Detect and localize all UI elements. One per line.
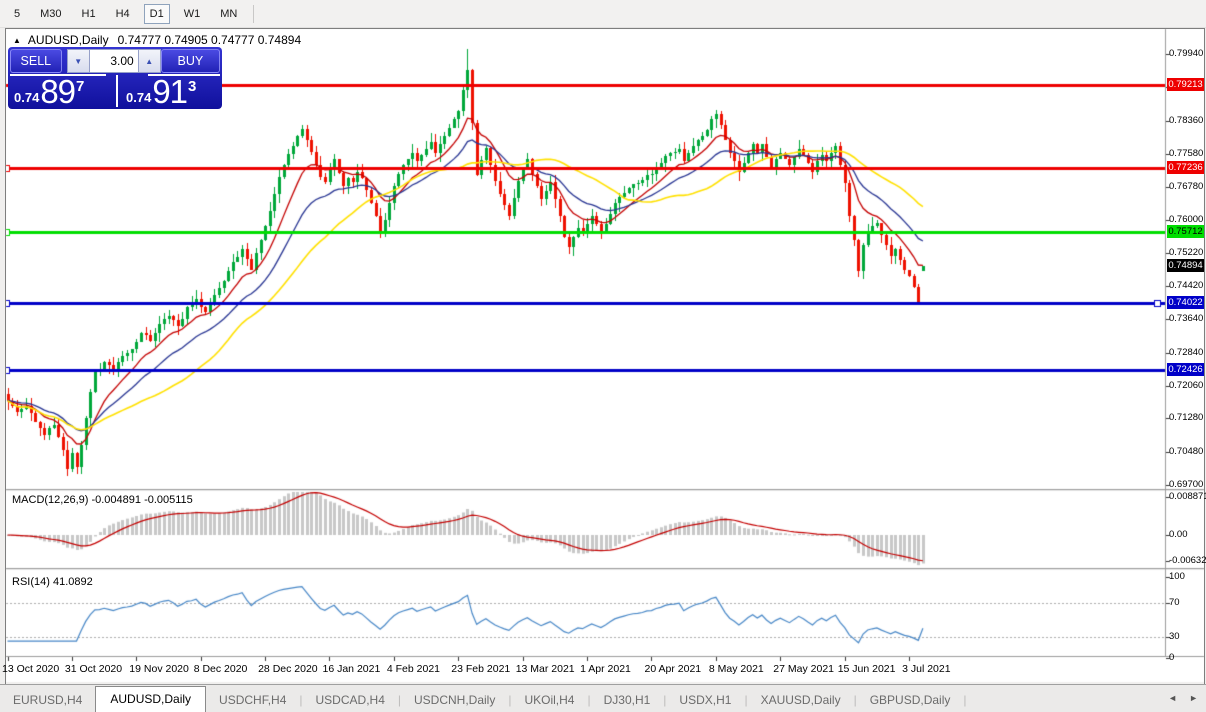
volume-spinner: ▼ 3.00 ▲ [66, 49, 161, 73]
chart-title-row: ▲ AUDUSD,Daily 0.74777 0.74905 0.74777 0… [13, 33, 301, 47]
buy-button[interactable]: BUY [160, 49, 220, 73]
buy-underline [148, 74, 220, 76]
collapse-panel-arrow[interactable]: ▲ [13, 35, 21, 45]
y-axis-price-label: 0.70480 [1169, 445, 1204, 457]
tab-usdchf-h4[interactable]: USDCHF,H4 [219, 693, 287, 707]
rsi-axis-label: 0 [1169, 652, 1175, 663]
y-axis-price-label: 0.78360 [1169, 114, 1204, 126]
chart-ohlc-values: 0.74777 0.74905 0.74777 0.74894 [117, 33, 302, 47]
tab-ukoil-h4[interactable]: UKOil,H4 [524, 693, 575, 707]
sell-price-big: 89 [40, 73, 76, 110]
x-axis-date-label: 8 May 2021 [708, 663, 764, 675]
tab-separator: | [397, 693, 401, 707]
y-axis-price-label: 0.79940 [1169, 48, 1204, 60]
timeframe-button-d1[interactable]: D1 [143, 3, 170, 24]
tab-gbpusd-daily[interactable]: GBPUSD,Daily [869, 693, 951, 707]
tab-dj30-h1[interactable]: DJ30,H1 [603, 693, 651, 707]
current-price-badge: 0.74894 [1167, 259, 1204, 273]
y-axis-price-label: 0.75220 [1169, 246, 1204, 258]
x-axis-date-label: 23 Feb 2021 [451, 663, 511, 675]
x-axis-date-label: 13 Mar 2021 [515, 663, 575, 675]
timeframe-button-w1[interactable]: W1 [183, 7, 201, 20]
macd-indicator-label: MACD(12,26,9) -0.004891 -0.005115 [12, 494, 193, 506]
level-price-badge: 0.75712 [1167, 225, 1204, 239]
tab-separator: | [587, 693, 591, 707]
level-price-badge: 0.74022 [1167, 296, 1204, 310]
volume-input[interactable]: 3.00 [89, 49, 138, 73]
tab-separator: | [744, 693, 748, 707]
level-price-badge: 0.77236 [1167, 161, 1204, 175]
x-axis-date-label: 8 Dec 2020 [193, 663, 248, 675]
timeframe-button-m30[interactable]: M30 [40, 7, 62, 20]
sell-price-prefix: 0.74 [14, 90, 40, 105]
chart-tab-bar: EURUSD,H4 AUDUSD,Daily USDCHF,H4 | USDCAD,H4… [0, 684, 1206, 712]
tab-xauusd-daily[interactable]: XAUUSD,Daily [760, 693, 841, 707]
sell-price: 0.74 89 7 [14, 73, 84, 109]
macd-axis-label: 0.00 [1169, 529, 1188, 540]
one-click-trading-panel: SELL ▼ 3.00 ▲ BUY 0.74 89 7 0.74 91 3 [8, 47, 222, 109]
x-axis-date-label: 3 Jul 2021 [902, 663, 951, 675]
chart-symbol-title: AUDUSD,Daily [27, 33, 109, 47]
x-axis-date-label: 16 Jan 2021 [322, 663, 381, 675]
tab-separator: | [663, 693, 667, 707]
x-axis-date-label: 28 Dec 2020 [258, 663, 318, 675]
y-axis-price-label: 0.76780 [1169, 181, 1204, 193]
level-price-badge: 0.72426 [1167, 363, 1204, 377]
x-axis-date-label: 19 Nov 2020 [129, 663, 189, 675]
tab-audusd-daily[interactable]: AUDUSD,Daily [95, 686, 207, 712]
tab-separator: | [963, 693, 967, 707]
rsi-axis-label: 30 [1169, 631, 1180, 642]
x-axis-date-label: 13 Oct 2020 [2, 663, 60, 675]
tab-usdcnh-daily[interactable]: USDCNH,Daily [414, 693, 496, 707]
tab-separator: | [299, 693, 303, 707]
toolbar-separator [253, 4, 255, 23]
tab-eurusd-h4[interactable]: EURUSD,H4 [13, 693, 83, 707]
tabs-scroll-left-arrow[interactable]: ◄ [1168, 693, 1178, 703]
rsi-indicator-label: RSI(14) 41.0892 [12, 576, 93, 588]
x-axis-date-label: 20 Apr 2021 [644, 663, 702, 675]
buy-price-prefix: 0.74 [126, 90, 152, 105]
x-axis-date-label: 1 Apr 2021 [580, 663, 631, 675]
x-axis-date-label: 4 Feb 2021 [386, 663, 441, 675]
volume-increase-button[interactable]: ▲ [137, 49, 161, 73]
rsi-axis-label: 70 [1169, 597, 1180, 608]
macd-axis-label: -0.00632 [1169, 555, 1206, 566]
tab-usdcad-h4[interactable]: USDCAD,H4 [315, 693, 385, 707]
buy-price-big: 91 [152, 73, 188, 110]
volume-decrease-button[interactable]: ▼ [66, 49, 90, 73]
timeframe-button-5[interactable]: 5 [14, 7, 21, 20]
y-axis-price-label: 0.77580 [1169, 147, 1204, 159]
y-axis-price-label: 0.72840 [1169, 346, 1204, 358]
y-axis-price-label: 0.72060 [1169, 379, 1204, 391]
macd-axis-label: 0.008871 [1169, 491, 1206, 502]
timeframe-button-h1[interactable]: H1 [81, 7, 96, 20]
tabs-scroll-right-arrow[interactable]: ► [1189, 693, 1198, 703]
level-price-badge: 0.79213 [1167, 78, 1204, 91]
x-axis-date-label: 31 Oct 2020 [64, 663, 123, 675]
y-axis-price-label: 0.71280 [1169, 412, 1204, 424]
price-divider [116, 75, 118, 107]
timeframe-toolbar: 5 M30 H1 H4 D1 W1 MN [0, 0, 1206, 28]
x-axis-date-label: 15 Jun 2021 [837, 663, 896, 675]
buy-price: 0.74 91 3 [126, 73, 196, 109]
x-axis-date-label: 27 May 2021 [773, 663, 835, 675]
y-axis-price-label: 0.73640 [1169, 313, 1204, 325]
y-axis-price-label: 0.74420 [1169, 280, 1204, 292]
tab-separator: | [508, 693, 512, 707]
timeframe-button-mn[interactable]: MN [220, 7, 238, 20]
buy-price-pip: 3 [188, 78, 197, 95]
sell-button[interactable]: SELL [10, 49, 62, 73]
rsi-axis-label: 100 [1169, 571, 1185, 582]
y-axis-price-label: 0.76000 [1169, 214, 1204, 225]
y-axis-price-label: 0.69700 [1169, 478, 1204, 490]
timeframe-button-h4[interactable]: H4 [115, 7, 130, 20]
sell-underline [10, 74, 106, 76]
tab-separator: | [853, 693, 857, 707]
sell-price-pip: 7 [76, 78, 85, 95]
tab-usdx-h1[interactable]: USDX,H1 [679, 693, 732, 707]
